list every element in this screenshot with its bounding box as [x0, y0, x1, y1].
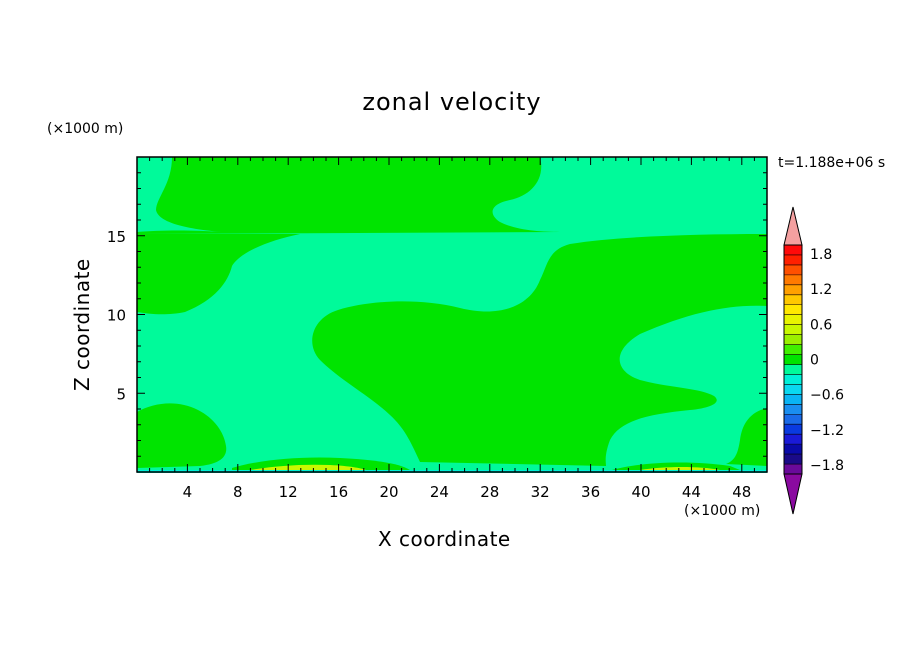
contour-region-upper-left [137, 234, 300, 315]
y-axis-unit: (×1000 m) [47, 121, 124, 137]
colorbar-band [784, 314, 802, 325]
colorbar-band [784, 454, 802, 465]
colorbar-band [784, 245, 802, 256]
x-tick-label: 40 [631, 483, 650, 501]
y-ticks: 5 10 15 [107, 172, 767, 457]
colorbar-band [784, 324, 802, 335]
colorbar-label: −1.8 [810, 458, 844, 474]
time-label: t=1.188e+06 s [778, 155, 886, 171]
colorbar-band [784, 354, 802, 365]
contour-region-top [137, 157, 560, 234]
contour-region-lower-right [726, 408, 767, 466]
x-tick-label: 4 [183, 483, 193, 501]
chart-title: zonal velocity [362, 88, 542, 116]
y-tick-label: 10 [107, 307, 126, 325]
contour-region-lower-left [137, 403, 227, 468]
contour-region-center [312, 234, 767, 466]
contour-field [137, 157, 767, 473]
x-axis-label: X coordinate [378, 527, 511, 551]
x-tick-label: 16 [329, 483, 348, 501]
colorbar-band [784, 274, 802, 286]
colorbar-min-arrow [783, 473, 803, 515]
x-tick-label: 20 [379, 483, 398, 501]
colorbar-max-arrow [783, 206, 803, 246]
colorbar-band [784, 254, 802, 266]
x-tick-label: 44 [682, 483, 701, 501]
colorbar-band [784, 404, 802, 415]
colorbar-label: 1.8 [810, 247, 832, 263]
colorbar-band [784, 284, 802, 296]
colorbar-band [784, 264, 802, 276]
colorbar-label: 1.2 [810, 282, 832, 298]
colorbar-band [784, 294, 802, 306]
x-tick-label: 36 [581, 483, 600, 501]
colorbar-label: 0.6 [810, 317, 832, 333]
colorbar-band [784, 424, 802, 435]
colorbar-band [784, 384, 802, 395]
colorbar-frame [783, 244, 803, 475]
colorbar-band [784, 434, 802, 445]
colorbar-band [784, 344, 802, 355]
x-tick-label: 28 [480, 483, 499, 501]
colorbar-band [784, 464, 802, 475]
colorbar-band [784, 334, 802, 345]
y-tick-label: 5 [116, 385, 126, 403]
colorbar: 1.8 1.2 0.6 0 −0.6 −1.2 −1.8 [783, 206, 844, 515]
colorbar-band [784, 364, 802, 375]
contour-region-bottom-yellow-1 [250, 464, 366, 470]
contour-region-bottom-2 [612, 462, 740, 470]
y-tick-label: 15 [107, 228, 126, 246]
colorbar-label: −0.6 [810, 388, 844, 404]
colorbar-band [784, 394, 802, 405]
colorbar-band [784, 374, 802, 385]
x-ticks: 4 8 12 16 20 24 28 32 36 40 44 48 [149, 157, 755, 501]
colorbar-label: 0 [810, 353, 819, 369]
colorbar-label: −1.2 [810, 423, 844, 439]
colorbar-band [784, 414, 802, 425]
contour-region-bottom-yellow-2 [640, 467, 720, 470]
x-axis-unit: (×1000 m) [684, 503, 761, 519]
colorbar-band [784, 444, 802, 455]
x-tick-label: 24 [430, 483, 449, 501]
x-tick-label: 48 [732, 483, 751, 501]
x-tick-label: 8 [233, 483, 243, 501]
x-tick-label: 12 [279, 483, 298, 501]
colorbar-band [784, 304, 802, 315]
x-tick-label: 32 [531, 483, 550, 501]
